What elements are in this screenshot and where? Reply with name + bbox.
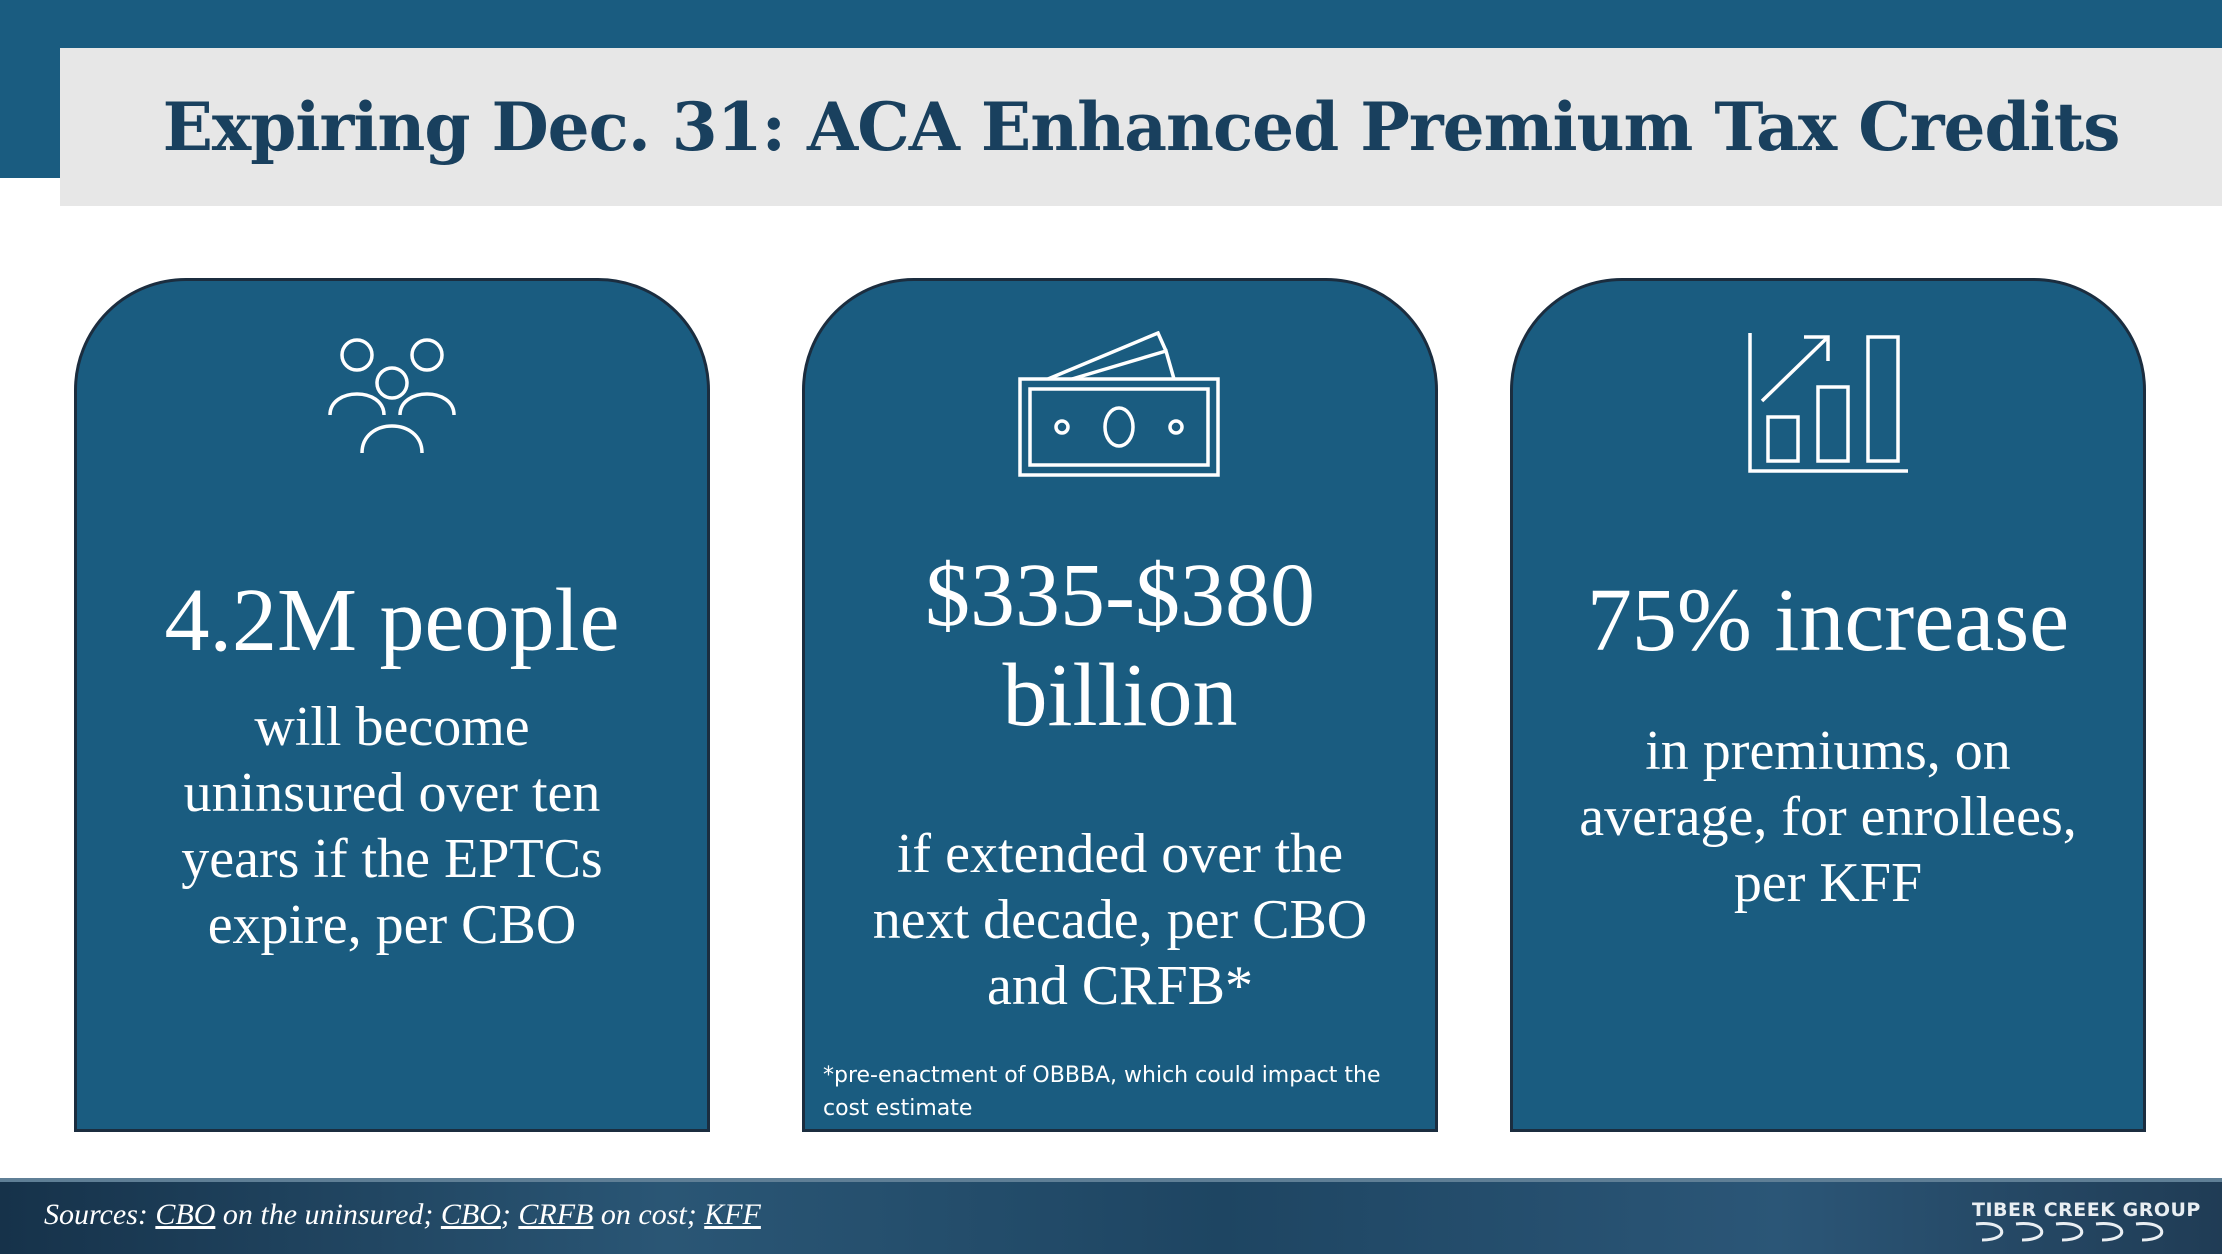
body-line: will become <box>254 696 530 758</box>
body-line: and CRFB* <box>986 955 1254 1017</box>
card-headline: 4.2M people <box>77 571 707 671</box>
footnote-line: cost estimate <box>823 1096 973 1121</box>
card-body: will become uninsured over ten years if … <box>117 694 667 958</box>
source-link-kff[interactable]: KFF <box>704 1198 761 1231</box>
cost-footnote: *pre-enactment of OBBBA, which could imp… <box>823 1059 1405 1125</box>
body-line: uninsured over ten <box>183 762 601 824</box>
sources-line: Sources: CBO on the uninsured; CBO; CRFB… <box>44 1198 761 1232</box>
bar-chart-growth-icon <box>1748 333 1908 473</box>
headline-line: 75% increase <box>1586 571 2070 670</box>
left-accent-tab <box>0 0 60 178</box>
money-bills-icon <box>1018 331 1220 477</box>
source-link-cbo-cost[interactable]: CBO <box>440 1198 501 1231</box>
page-title: Expiring Dec. 31: ACA Enhanced Premium T… <box>162 88 2121 166</box>
body-line: if extended over the <box>896 823 1344 885</box>
logo-waves-icon <box>1975 1221 2163 1242</box>
card-headline: $335-$380 billion <box>805 546 1435 746</box>
stat-card-cost: $335-$380 billion if extended over the n… <box>802 278 1438 1132</box>
footer-divider <box>0 1178 2222 1182</box>
title-bar: Expiring Dec. 31: ACA Enhanced Premium T… <box>60 48 2222 206</box>
headline-line: $335-$380 <box>925 546 1315 645</box>
body-line: next decade, per CBO <box>872 889 1368 951</box>
people-group-icon <box>328 338 456 454</box>
stat-card-uninsured: 4.2M people will become uninsured over t… <box>74 278 710 1132</box>
source-link-cbo-uninsured[interactable]: CBO <box>155 1198 216 1231</box>
body-line: per KFF <box>1733 852 1923 914</box>
headline-line: billion <box>1002 646 1238 745</box>
source-link-crfb[interactable]: CRFB <box>518 1198 594 1231</box>
sources-text: on cost; <box>593 1198 705 1231</box>
body-line: average, for enrollees, <box>1579 786 2077 848</box>
logo-wordmark: TIBER CREEK GROUP <box>1972 1199 2201 1221</box>
body-line: expire, per CBO <box>207 894 577 956</box>
sources-text: on the uninsured; <box>215 1198 441 1231</box>
body-line: in premiums, on <box>1645 720 2011 782</box>
card-body: in premiums, on average, for enrollees, … <box>1553 718 2103 916</box>
headline-line: 4.2M people <box>164 571 620 670</box>
footnote-line: *pre-enactment of OBBBA, which could imp… <box>823 1063 1381 1088</box>
top-band <box>0 0 2222 48</box>
card-headline: 75% increase <box>1513 571 2143 671</box>
sources-label: Sources: <box>44 1198 156 1231</box>
tiber-creek-logo: TIBER CREEK GROUP <box>1972 1199 2201 1244</box>
body-line: years if the EPTCs <box>181 828 603 890</box>
stat-card-premiums: 75% increase in premiums, on average, fo… <box>1510 278 2146 1132</box>
footer-bar: Sources: CBO on the uninsured; CBO; CRFB… <box>0 1178 2222 1254</box>
card-body: if extended over the next decade, per CB… <box>845 821 1395 1019</box>
sources-separator: ; <box>500 1198 519 1231</box>
